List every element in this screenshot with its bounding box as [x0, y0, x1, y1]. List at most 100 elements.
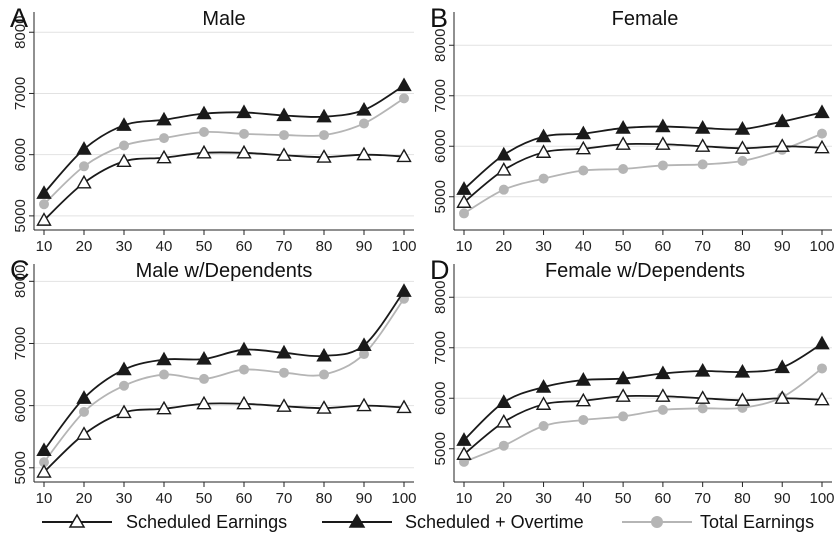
point-scheduled-earnings	[694, 138, 711, 152]
y-tick-label: 7000	[432, 79, 449, 112]
y-tick-label: 8000	[12, 16, 29, 49]
point-total-earnings	[578, 414, 589, 425]
point-total-earnings	[239, 364, 249, 375]
x-tick-label: 30	[535, 490, 552, 507]
point-scheduled-overtime	[356, 337, 372, 351]
x-tick-label: 100	[809, 490, 834, 507]
x-tick-label: 10	[456, 490, 473, 507]
panel-letter: A	[10, 3, 28, 33]
x-tick-label: 30	[535, 238, 552, 255]
point-scheduled-earnings	[734, 140, 751, 154]
point-total-earnings	[79, 161, 89, 172]
point-total-earnings	[538, 173, 549, 184]
point-total-earnings	[119, 140, 129, 151]
point-scheduled-earnings	[496, 161, 512, 176]
point-total-earnings	[319, 130, 329, 141]
point-scheduled-overtime	[774, 359, 790, 374]
y-tick-label: 5000	[12, 199, 29, 232]
x-tick-label: 60	[655, 490, 672, 507]
point-scheduled-overtime	[535, 128, 552, 143]
legend: Scheduled Earnings Scheduled + Overtime …	[42, 512, 814, 532]
point-scheduled-overtime	[496, 394, 512, 408]
point-scheduled-overtime	[734, 363, 751, 378]
point-scheduled-overtime	[36, 442, 52, 457]
series-line-scheduled-overtime	[43, 290, 405, 451]
x-tick-label: 70	[694, 490, 711, 507]
x-tick-label: 20	[76, 490, 93, 507]
y-tick-label: 5000	[12, 451, 29, 484]
point-scheduled-earnings	[615, 136, 631, 150]
point-total-earnings	[199, 373, 209, 384]
point-scheduled-overtime	[774, 113, 790, 128]
x-tick-label: 20	[495, 490, 512, 507]
point-total-earnings	[498, 440, 509, 451]
point-scheduled-earnings	[655, 136, 671, 150]
point-scheduled-earnings	[774, 390, 790, 404]
point-scheduled-earnings	[76, 426, 92, 440]
point-total-earnings	[119, 380, 129, 391]
point-scheduled-overtime	[496, 146, 512, 161]
x-tick-label: 10	[36, 490, 53, 507]
point-total-earnings	[737, 155, 748, 166]
series-line-total-earnings	[43, 298, 405, 463]
point-total-earnings	[498, 184, 509, 195]
point-total-earnings	[618, 163, 629, 174]
point-scheduled-overtime	[196, 105, 212, 120]
x-tick-label: 90	[356, 238, 373, 255]
y-tick-label: 5000	[432, 432, 449, 465]
point-total-earnings	[359, 349, 369, 360]
point-scheduled-overtime	[196, 350, 212, 365]
series-line-scheduled-overtime	[463, 111, 823, 190]
point-scheduled-overtime	[36, 185, 52, 199]
point-scheduled-earnings	[356, 146, 372, 161]
y-tick-label: 6000	[432, 130, 449, 163]
legend-label-scheduled-overtime: Scheduled + Overtime	[405, 512, 584, 532]
point-scheduled-earnings	[456, 446, 472, 460]
point-scheduled-overtime	[276, 344, 292, 359]
point-total-earnings	[657, 404, 668, 415]
panel-c: 5000 6000 7000 8000 10 20 30 40 50 60 70 80 90 100 C Ma…	[10, 255, 417, 507]
x-tick-label: 60	[655, 238, 672, 255]
point-scheduled-overtime	[615, 370, 631, 385]
point-scheduled-earnings	[156, 149, 172, 164]
panel-d: 5000 6000 7000 8000 10 20 30 40 50 60 70 80 90 100 D Fe…	[430, 255, 835, 507]
series-line-scheduled-earnings	[43, 402, 405, 473]
series-line-scheduled-earnings	[43, 151, 405, 221]
point-scheduled-overtime	[575, 372, 592, 386]
point-scheduled-earnings	[356, 397, 372, 412]
point-scheduled-earnings	[116, 153, 132, 168]
point-scheduled-earnings	[535, 144, 552, 158]
x-tick-label: 50	[615, 238, 632, 255]
point-total-earnings	[79, 406, 89, 417]
x-tick-label: 40	[575, 490, 592, 507]
point-scheduled-earnings	[694, 390, 711, 404]
point-scheduled-earnings	[236, 144, 252, 159]
point-total-earnings	[817, 128, 827, 139]
point-scheduled-earnings	[774, 138, 790, 152]
point-scheduled-overtime	[814, 335, 830, 350]
point-scheduled-earnings	[116, 404, 132, 419]
point-total-earnings	[279, 130, 289, 141]
point-total-earnings	[538, 421, 549, 432]
point-total-earnings	[159, 133, 169, 144]
y-tick-label: 5000	[432, 180, 449, 213]
x-tick-label: 60	[236, 490, 253, 507]
point-scheduled-overtime	[276, 107, 292, 122]
point-scheduled-overtime	[236, 341, 252, 356]
point-scheduled-overtime	[76, 141, 92, 155]
legend-label-total-earnings: Total Earnings	[700, 512, 814, 532]
point-total-earnings	[697, 403, 708, 414]
point-scheduled-earnings	[36, 464, 52, 478]
point-scheduled-earnings	[396, 399, 412, 414]
point-scheduled-earnings	[535, 396, 552, 410]
point-scheduled-earnings	[575, 140, 592, 155]
point-scheduled-earnings	[196, 144, 212, 159]
point-scheduled-overtime	[156, 111, 172, 126]
point-scheduled-overtime	[814, 104, 830, 119]
y-tick-label: 8000	[432, 281, 449, 314]
point-scheduled-earnings	[276, 398, 292, 412]
point-total-earnings	[459, 208, 469, 219]
panel-letter: B	[430, 3, 448, 33]
x-tick-label: 100	[391, 238, 416, 255]
